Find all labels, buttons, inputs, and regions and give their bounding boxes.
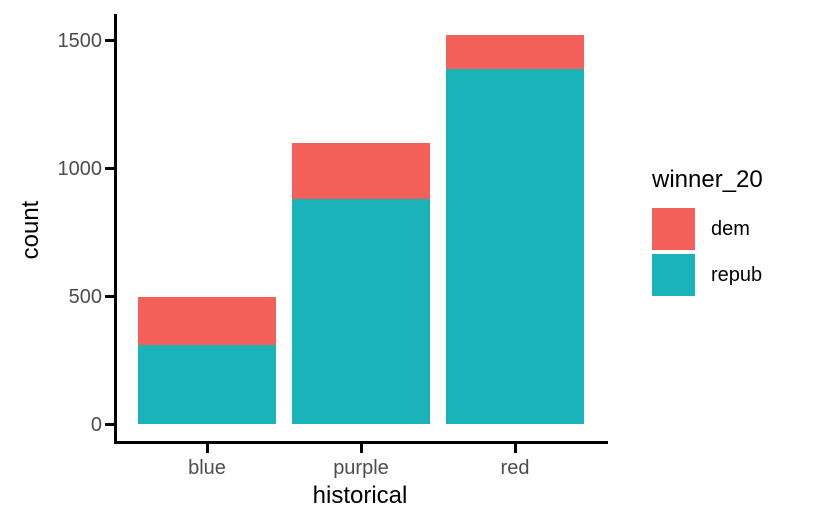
y-axis-line [114,14,117,444]
y-tick-mark [105,423,114,426]
bar-segment-red-dem [446,35,584,69]
legend-entry-dem: dem [652,208,812,250]
legend-key-repub [652,254,695,296]
x-axis-title: historical [312,482,408,509]
bar-segment-red-repub [446,68,584,425]
legend-label-repub: repub [711,263,763,286]
bar-segment-purple-repub [292,199,430,425]
x-tick-mark [359,444,363,453]
x-tick-label-blue: blue [188,457,226,479]
x-tick-mark [513,444,517,453]
bar-segment-purple-dem [292,142,430,200]
legend: winner_20 dem repub [652,166,812,300]
y-tick-label: 500 [68,285,102,308]
legend-title: winner_20 [652,166,763,193]
y-tick-label: 1000 [57,157,103,180]
legend-label-dem: dem [711,217,750,240]
y-tick-mark [105,39,114,42]
legend-entries: dem repub [652,208,812,296]
bar-segment-blue-dem [138,296,276,346]
x-tick-label-red: red [500,457,530,479]
y-tick-mark [105,167,114,170]
x-tick-mark [205,444,209,453]
legend-key-dem [652,208,695,250]
bar-segment-blue-repub [138,345,276,425]
x-axis-line [114,441,608,444]
legend-entry-repub: repub [652,254,812,296]
y-tick-mark [105,295,114,298]
x-tick-label-purple: purple [333,457,389,479]
y-tick-label: 1500 [57,29,103,52]
y-tick-label: 0 [90,413,102,436]
